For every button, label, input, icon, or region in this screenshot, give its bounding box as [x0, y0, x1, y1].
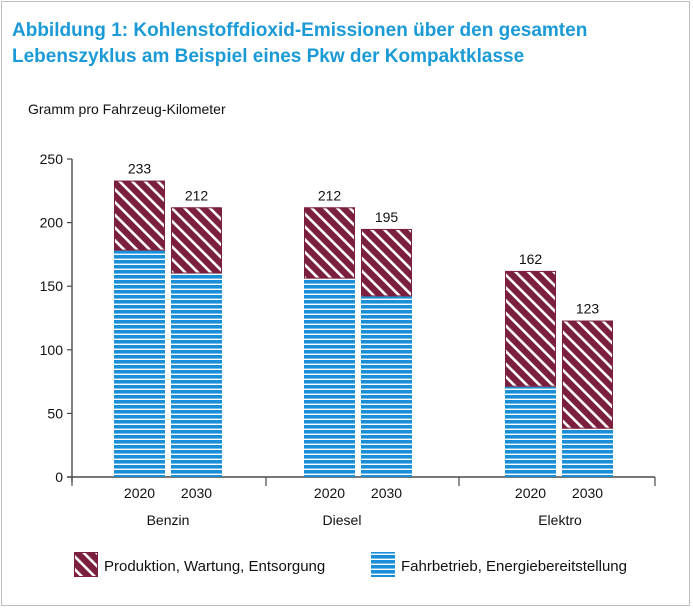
bar-segment-outline — [562, 320, 613, 429]
x-category-label: 2030 — [371, 485, 402, 501]
bar-segment-outline — [505, 270, 556, 387]
bar-segment-outline — [171, 207, 222, 274]
legend-swatch-fahrbetrieb — [371, 552, 395, 577]
x-category-label: 2030 — [181, 485, 212, 501]
bar-total-label: 212 — [318, 187, 342, 203]
y-axis-label: Gramm pro Fahrzeug-Kilometer — [28, 101, 226, 117]
y-tick-label: 200 — [40, 215, 64, 231]
bar-segment-outline — [361, 228, 412, 297]
bar-segment-produktion — [114, 180, 165, 251]
legend-label-produktion: Produktion, Wartung, Entsorgung — [104, 558, 325, 575]
bar-total-label: 212 — [185, 187, 209, 203]
x-category-label: 2020 — [515, 485, 546, 501]
x-category-label: 2020 — [314, 485, 345, 501]
bar-segment-outline — [114, 180, 165, 251]
bar-segment-fahrbetrieb — [171, 273, 222, 477]
bar-total-label: 195 — [375, 209, 399, 225]
bar-segment-produktion — [304, 207, 355, 279]
legend-swatch-produktion — [74, 552, 98, 577]
y-tick-label: 250 — [40, 151, 64, 167]
y-tick-label: 150 — [40, 278, 64, 294]
y-axis-unit-label: Gramm pro Fahrzeug-Kilometer — [28, 99, 228, 119]
y-tick-label: 0 — [55, 469, 63, 485]
bar-segment-fahrbetrieb — [562, 428, 613, 477]
x-group-label: Diesel — [323, 512, 362, 528]
legend-swatch-outline — [74, 552, 98, 577]
bar-segment-fahrbetrieb — [361, 296, 412, 477]
figure-title: Abbildung 1: Kohlenstoffdioxid-Emissione… — [12, 20, 588, 67]
bar-total-label: 162 — [519, 251, 543, 267]
legend: Produktion, Wartung, Entsorgung Fahrbetri… — [74, 552, 627, 577]
bar-total-label: 233 — [128, 161, 152, 177]
x-category-label: 2030 — [572, 485, 603, 501]
bar-segment-produktion — [562, 320, 613, 429]
bar-segment-produktion — [171, 207, 222, 274]
bar-segment-outline — [304, 207, 355, 279]
bar-total-label: 123 — [576, 301, 600, 317]
bar-segment-produktion — [361, 228, 412, 297]
bar-segment-fahrbetrieb — [505, 386, 556, 477]
x-category-label: 2020 — [124, 485, 155, 501]
plot-area: 0 50 100 150 200 250 233 2020 212 2030 212 2020 195 2… — [40, 151, 656, 528]
x-group-label: Benzin — [147, 512, 190, 528]
y-tick-label: 50 — [47, 405, 63, 421]
bar-segment-produktion — [505, 270, 556, 387]
bar-segment-fahrbetrieb — [304, 278, 355, 477]
y-tick-label: 100 — [40, 342, 64, 358]
x-group-label: Elektro — [538, 512, 582, 528]
bar-segment-fahrbetrieb — [114, 250, 165, 477]
legend-label-fahrbetrieb: Fahrbetrieb, Energiebereitstellung — [401, 558, 627, 575]
